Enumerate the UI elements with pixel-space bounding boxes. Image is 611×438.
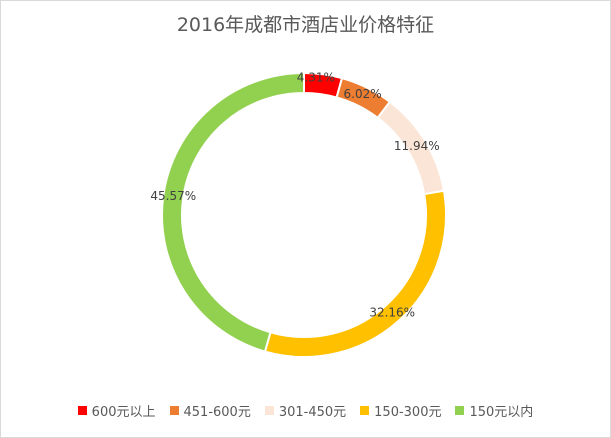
legend-swatch bbox=[455, 406, 465, 415]
legend-item-1: 600元以上 bbox=[77, 401, 156, 420]
legend-label: 150元以内 bbox=[469, 405, 534, 420]
donut-slice-5 bbox=[161, 71, 305, 353]
data-label-2: 6.02% bbox=[344, 87, 382, 101]
legend-label: 301-450元 bbox=[278, 405, 347, 420]
data-label-4: 32.16% bbox=[369, 306, 415, 320]
legend-item-4: 150-300元 bbox=[360, 401, 441, 420]
legend-swatch bbox=[360, 406, 370, 415]
donut-slices bbox=[161, 71, 447, 358]
legend-label: 451-600元 bbox=[183, 405, 251, 420]
legend-item-2: 451-600元 bbox=[169, 401, 251, 420]
data-label-3: 11.94% bbox=[394, 139, 440, 153]
legend-label: 150-300元 bbox=[374, 405, 442, 420]
legend-swatch bbox=[169, 406, 179, 415]
data-label-1: 4.31% bbox=[297, 71, 335, 85]
donut-slice-4 bbox=[263, 189, 447, 358]
legend-swatch bbox=[264, 406, 274, 415]
data-label-5: 45.57% bbox=[150, 189, 196, 203]
legend-label: 600元以上 bbox=[91, 405, 156, 420]
legend-item-5: 150元以内 bbox=[455, 401, 533, 420]
chart-legend: 600元以上 451-600元 301-450元 150-300元 150元以内 bbox=[0, 401, 611, 420]
legend-swatch bbox=[77, 406, 87, 415]
data-labels: 4.31% 6.02% 11.94% 32.16% 45.57% bbox=[150, 71, 439, 320]
chart-title: 2016年成都市酒店业价格特征 bbox=[176, 14, 435, 36]
legend-item-3: 301-450元 bbox=[264, 401, 347, 420]
